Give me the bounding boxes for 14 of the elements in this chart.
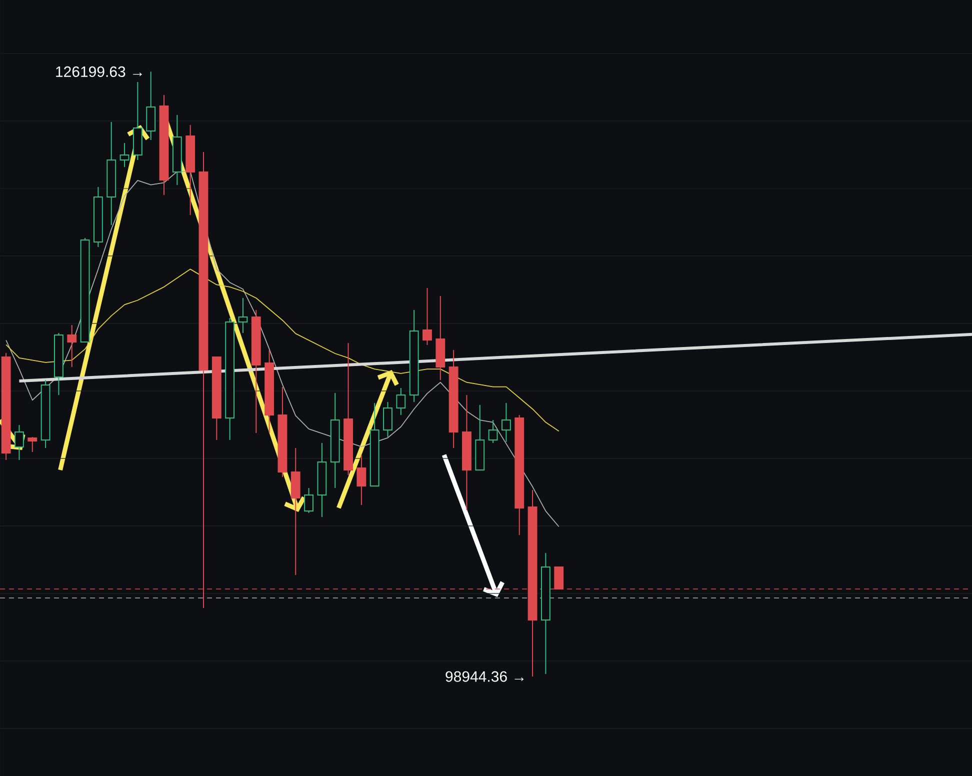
annotation: 126199.63 →	[56, 66, 142, 77]
candlestick	[396, 387, 406, 416]
candlestick	[422, 287, 432, 346]
annotation: 98944.36 →	[446, 671, 524, 682]
candlestick	[120, 142, 130, 168]
candlestick	[304, 487, 314, 514]
candlestick	[28, 436, 38, 452]
candlestick	[356, 454, 366, 506]
candlestick	[383, 401, 392, 438]
candlestick	[501, 402, 511, 442]
candlestick	[67, 324, 77, 368]
candlestick	[238, 297, 248, 334]
candlestick	[488, 419, 498, 444]
candlestick	[14, 424, 24, 460]
